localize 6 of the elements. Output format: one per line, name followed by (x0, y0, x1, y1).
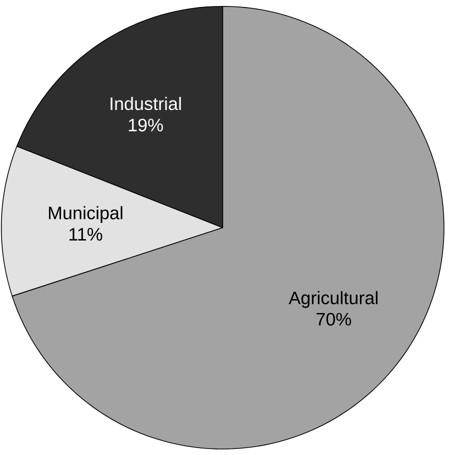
slice-label: Agricultural (288, 291, 378, 308)
data-label: 19% (128, 118, 163, 132)
slice-label: Industrial (110, 96, 181, 110)
data-label: 70% (316, 312, 352, 326)
slice-label: Municipal (48, 206, 122, 223)
data-label: 11% (70, 228, 102, 241)
